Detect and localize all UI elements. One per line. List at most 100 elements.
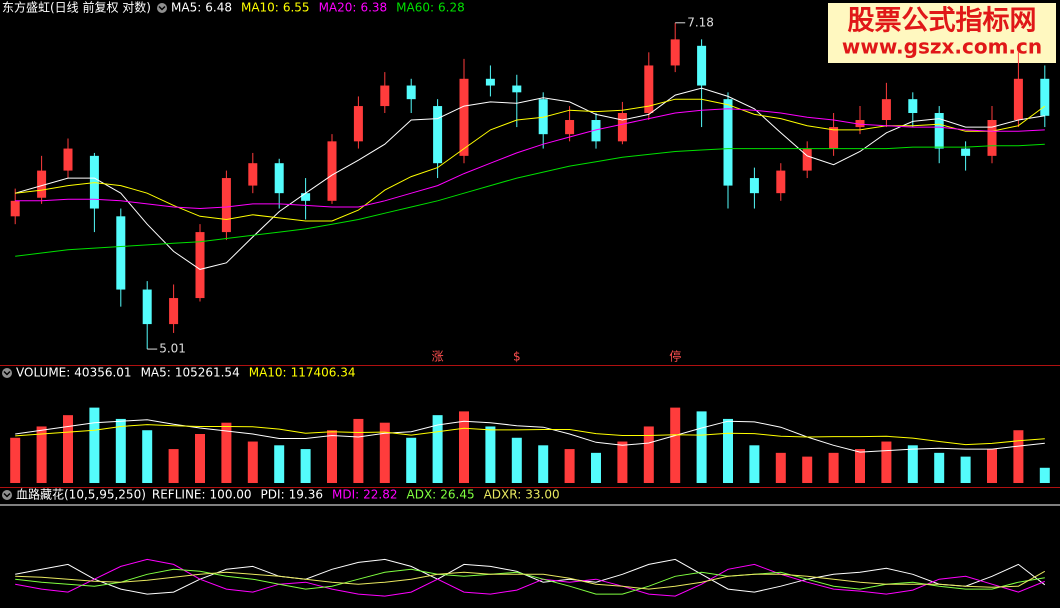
legend-value: 26.45 — [440, 488, 474, 502]
candle-body — [829, 127, 839, 149]
candle-body — [855, 120, 865, 128]
candle-body — [617, 113, 627, 142]
volume-bar — [591, 452, 601, 483]
volume-bar — [987, 449, 997, 483]
legend-value: 33.00 — [525, 488, 559, 502]
panel-toggle-arrow — [3, 492, 11, 498]
legend-label: MA10: — [241, 1, 279, 15]
volume-bar — [36, 426, 47, 483]
volume-bar — [459, 411, 469, 483]
candle-body — [248, 163, 258, 186]
volume-bar — [749, 445, 760, 483]
candle-body — [565, 120, 575, 135]
signal: $ — [513, 350, 521, 364]
watermark-title: 股票公式指标网 — [848, 6, 1037, 37]
volume-bar — [195, 434, 205, 483]
volume-bar — [221, 422, 232, 483]
candle-body — [10, 200, 20, 217]
volume-bar — [960, 456, 971, 483]
candle-body — [380, 85, 390, 107]
signal: 涨 — [432, 349, 444, 364]
candle-body — [195, 232, 205, 299]
candle-body — [433, 106, 443, 164]
ma-line — [15, 87, 1045, 270]
candle-body — [116, 216, 126, 290]
legend-label: ADX: — [407, 488, 437, 502]
candle-body — [961, 148, 971, 156]
ma-line — [15, 143, 1045, 257]
legend-label: REFLINE: — [152, 488, 206, 502]
volume-bar — [934, 452, 945, 483]
volume-bar — [353, 418, 364, 483]
candle-body — [512, 85, 522, 93]
volume-bar — [1039, 467, 1050, 483]
volume-bar — [432, 415, 443, 483]
candle-body — [987, 120, 997, 156]
volume-bar — [327, 430, 337, 483]
candle-body — [63, 148, 73, 171]
candle-body — [485, 78, 495, 86]
volume-bar — [379, 422, 390, 483]
legend-label: MA60: — [396, 1, 434, 15]
candle-body — [776, 170, 786, 194]
legend-value: 6.28 — [438, 1, 465, 15]
volume-bar — [115, 418, 126, 483]
volume-bar — [723, 418, 733, 483]
candle-body — [37, 170, 47, 198]
candle-body — [881, 99, 891, 121]
candle-body — [934, 113, 944, 149]
legend-value: 40356.01 — [74, 366, 131, 380]
panel-toggle — [157, 3, 167, 13]
volume-bar — [63, 415, 73, 483]
panel-title: 血路藏花(10,5,95,250) — [16, 487, 146, 502]
legend-value: 117406.34 — [291, 366, 356, 380]
low-label: 5.01 — [159, 342, 186, 356]
indicator-line — [15, 570, 1046, 590]
candle-body — [327, 141, 337, 201]
signal: 停 — [669, 349, 681, 364]
volume-bar — [247, 441, 258, 483]
volume-bar — [89, 407, 100, 483]
volume-bar — [10, 437, 21, 483]
candle-body — [749, 178, 759, 194]
candle-body — [670, 39, 680, 66]
legend-label: MA20: — [319, 1, 357, 15]
watermark-url: www.gszx.com.cn — [842, 35, 1042, 59]
indicator-line — [15, 558, 1045, 597]
candle-body — [908, 99, 918, 114]
legend-value: 105261.54 — [175, 366, 240, 380]
legend-value: 22.82 — [363, 488, 397, 502]
legend-value: 6.38 — [360, 1, 387, 15]
panel-toggle — [2, 368, 12, 378]
volume-bar — [274, 445, 285, 483]
candle-body — [591, 120, 601, 142]
candle-body — [406, 85, 416, 100]
candle-body — [723, 99, 733, 186]
candle-body — [353, 106, 363, 142]
panel-toggle-arrow — [158, 5, 166, 11]
volume-bar — [643, 426, 654, 483]
volume-bar — [855, 449, 865, 483]
panel-title: 东方盛虹(日线 前复权 对数) — [2, 0, 151, 15]
legend-label: MA5: — [171, 1, 201, 15]
volume-bar — [564, 449, 575, 483]
legend-label: MDI: — [332, 488, 359, 502]
candle-body — [644, 65, 654, 114]
volume-bar — [300, 449, 311, 483]
volume-bar — [775, 452, 786, 483]
volume-bar — [828, 452, 839, 483]
candle-body — [802, 148, 812, 171]
high-label: 7.18 — [687, 15, 714, 29]
legend-label: ADXR: — [484, 488, 522, 502]
volume-bar — [617, 441, 628, 483]
legend-value: 100.00 — [210, 488, 252, 502]
legend-value: 6.55 — [283, 1, 310, 15]
ma-line — [15, 98, 1046, 222]
volume-bar — [168, 449, 179, 483]
volume-bar — [406, 437, 417, 483]
candle-body — [301, 193, 311, 201]
volume-ma-line — [15, 424, 1045, 446]
candle-body — [221, 178, 231, 233]
